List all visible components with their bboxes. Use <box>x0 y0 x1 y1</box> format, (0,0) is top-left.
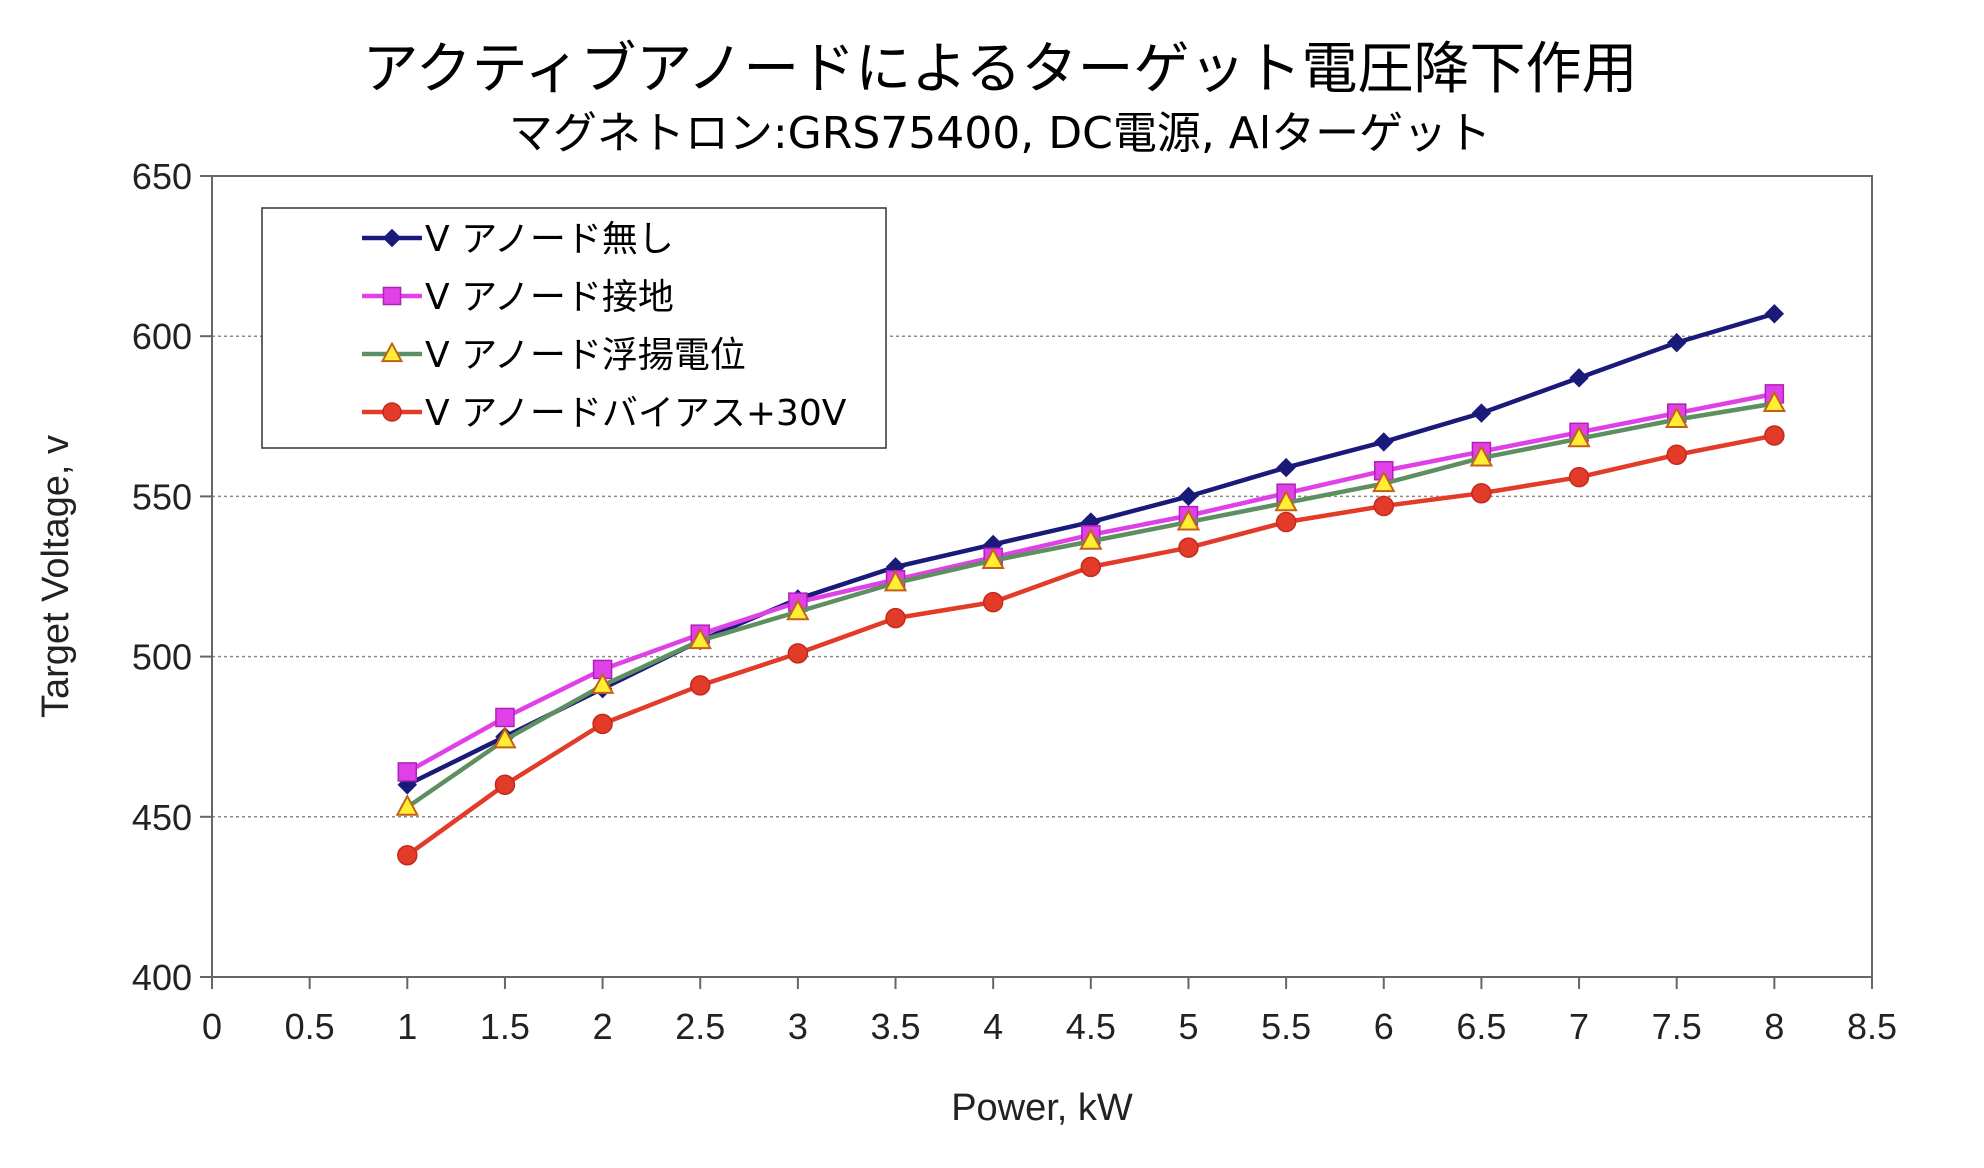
x-tick-label: 0.5 <box>285 1006 335 1047</box>
triangle-marker <box>380 341 404 363</box>
legend-label: V アノード浮揚電位 <box>425 335 746 376</box>
x-axis-ticks: 0 0.5 1 1.5 2 2.5 3 3.5 4 4.5 5 5.5 6 6.5 7 7.5 8 8.5 <box>202 977 1897 1047</box>
triangle-marker <box>1274 489 1298 512</box>
x-tick-label: 4.5 <box>1066 1006 1116 1047</box>
y-axis-label: Target Voltage, v <box>35 435 77 718</box>
circle-marker <box>1373 495 1395 517</box>
circle-marker <box>982 591 1004 613</box>
diamond-marker <box>1666 332 1687 353</box>
triangle-marker <box>981 547 1005 569</box>
x-tick-label: 1 <box>397 1006 417 1047</box>
x-tick-label: 3 <box>788 1006 808 1047</box>
circle-marker <box>885 607 906 629</box>
x-tick-label: 3.5 <box>871 1006 921 1047</box>
x-tick-label: 5 <box>1178 1006 1198 1047</box>
diamond-marker <box>382 228 402 248</box>
y-axis-ticks: 400 450 500 550 600 650 <box>132 156 212 998</box>
x-tick-label: 6.5 <box>1456 1006 1506 1047</box>
legend-label: V アノード無し <box>425 219 674 260</box>
y-tick-label: 500 <box>132 637 192 678</box>
triangle-marker <box>395 794 419 816</box>
triangle-marker <box>1567 425 1591 448</box>
x-tick-label: 0 <box>202 1006 222 1047</box>
legend-label: V アノードバイアス+30V <box>425 393 847 434</box>
circle-marker <box>494 774 516 796</box>
y-tick-label: 650 <box>132 156 192 197</box>
circle-marker <box>592 713 613 735</box>
triangle-marker <box>883 569 908 592</box>
chart-title: アクティブアノードによるターゲット電圧降下作用 <box>362 37 1637 102</box>
y-tick-label: 450 <box>132 797 192 838</box>
x-tick-label: 8 <box>1764 1006 1784 1047</box>
chart-subtitle: マグネトロン:GRS75400, DC電源, Alターゲット <box>509 108 1491 159</box>
circle-marker <box>1080 556 1102 578</box>
x-tick-label: 6 <box>1374 1006 1394 1047</box>
triangle-marker <box>493 726 517 749</box>
x-tick-label: 5.5 <box>1261 1006 1311 1047</box>
triangle-marker <box>1079 528 1103 550</box>
series-line <box>406 401 1775 810</box>
triangle-marker <box>1469 444 1494 467</box>
y-tick-label: 550 <box>132 476 192 517</box>
legend-box <box>261 207 887 449</box>
legend: V アノード無し V アノード接地 V アノード浮揚電位 V アノードバイアス+30V <box>261 207 887 449</box>
plot-area-frame <box>211 175 1873 978</box>
circle-marker <box>1471 482 1492 504</box>
circle-marker <box>1764 425 1785 446</box>
square-marker <box>382 286 402 306</box>
triangle-marker <box>1176 508 1201 531</box>
x-tick-label: 7.5 <box>1652 1006 1702 1047</box>
y-tick-label: 400 <box>132 957 192 998</box>
series-triangle <box>395 390 1787 816</box>
series-line <box>406 391 1775 774</box>
legend-item: V アノード無し <box>362 219 674 260</box>
circle-marker <box>787 643 809 664</box>
x-tick-label: 1.5 <box>480 1006 530 1047</box>
circle-marker <box>1568 466 1590 488</box>
diamond-marker <box>1276 457 1296 478</box>
circle-marker <box>382 402 402 422</box>
diamond-marker <box>1374 432 1394 452</box>
x-tick-label: 7 <box>1569 1006 1589 1047</box>
series-group <box>395 304 1787 866</box>
legend-item: V アノードバイアス+30V <box>362 393 847 434</box>
x-axis-label: Power, kW <box>951 1087 1133 1129</box>
x-tick-label: 2.5 <box>675 1006 725 1047</box>
circle-marker <box>1178 537 1199 558</box>
legend-item: V アノード浮揚電位 <box>362 335 746 376</box>
triangle-marker <box>1665 406 1689 429</box>
diamond-marker <box>1569 368 1589 388</box>
circle-marker <box>1666 444 1687 465</box>
legend-item: V アノード接地 <box>362 277 674 318</box>
diamond-marker <box>1178 486 1199 507</box>
square-marker <box>397 762 418 782</box>
circle-marker <box>397 844 418 866</box>
diamond-marker <box>1471 403 1492 423</box>
x-tick-label: 2 <box>593 1006 613 1047</box>
triangle-marker <box>1372 470 1396 493</box>
series-circle <box>397 425 1785 866</box>
y-tick-label: 600 <box>132 316 192 357</box>
triangle-marker <box>1762 390 1787 412</box>
series-line <box>405 433 1775 858</box>
legend-label: V アノード接地 <box>425 277 674 318</box>
triangle-marker <box>688 627 712 650</box>
square-marker <box>495 707 515 728</box>
circle-marker <box>689 675 711 696</box>
x-tick-label: 8.5 <box>1847 1006 1897 1047</box>
diamond-marker <box>1764 304 1785 324</box>
triangle-marker <box>786 598 810 621</box>
circle-marker <box>1275 511 1297 533</box>
triangle-marker <box>590 672 615 694</box>
x-tick-label: 4 <box>983 1006 1003 1047</box>
